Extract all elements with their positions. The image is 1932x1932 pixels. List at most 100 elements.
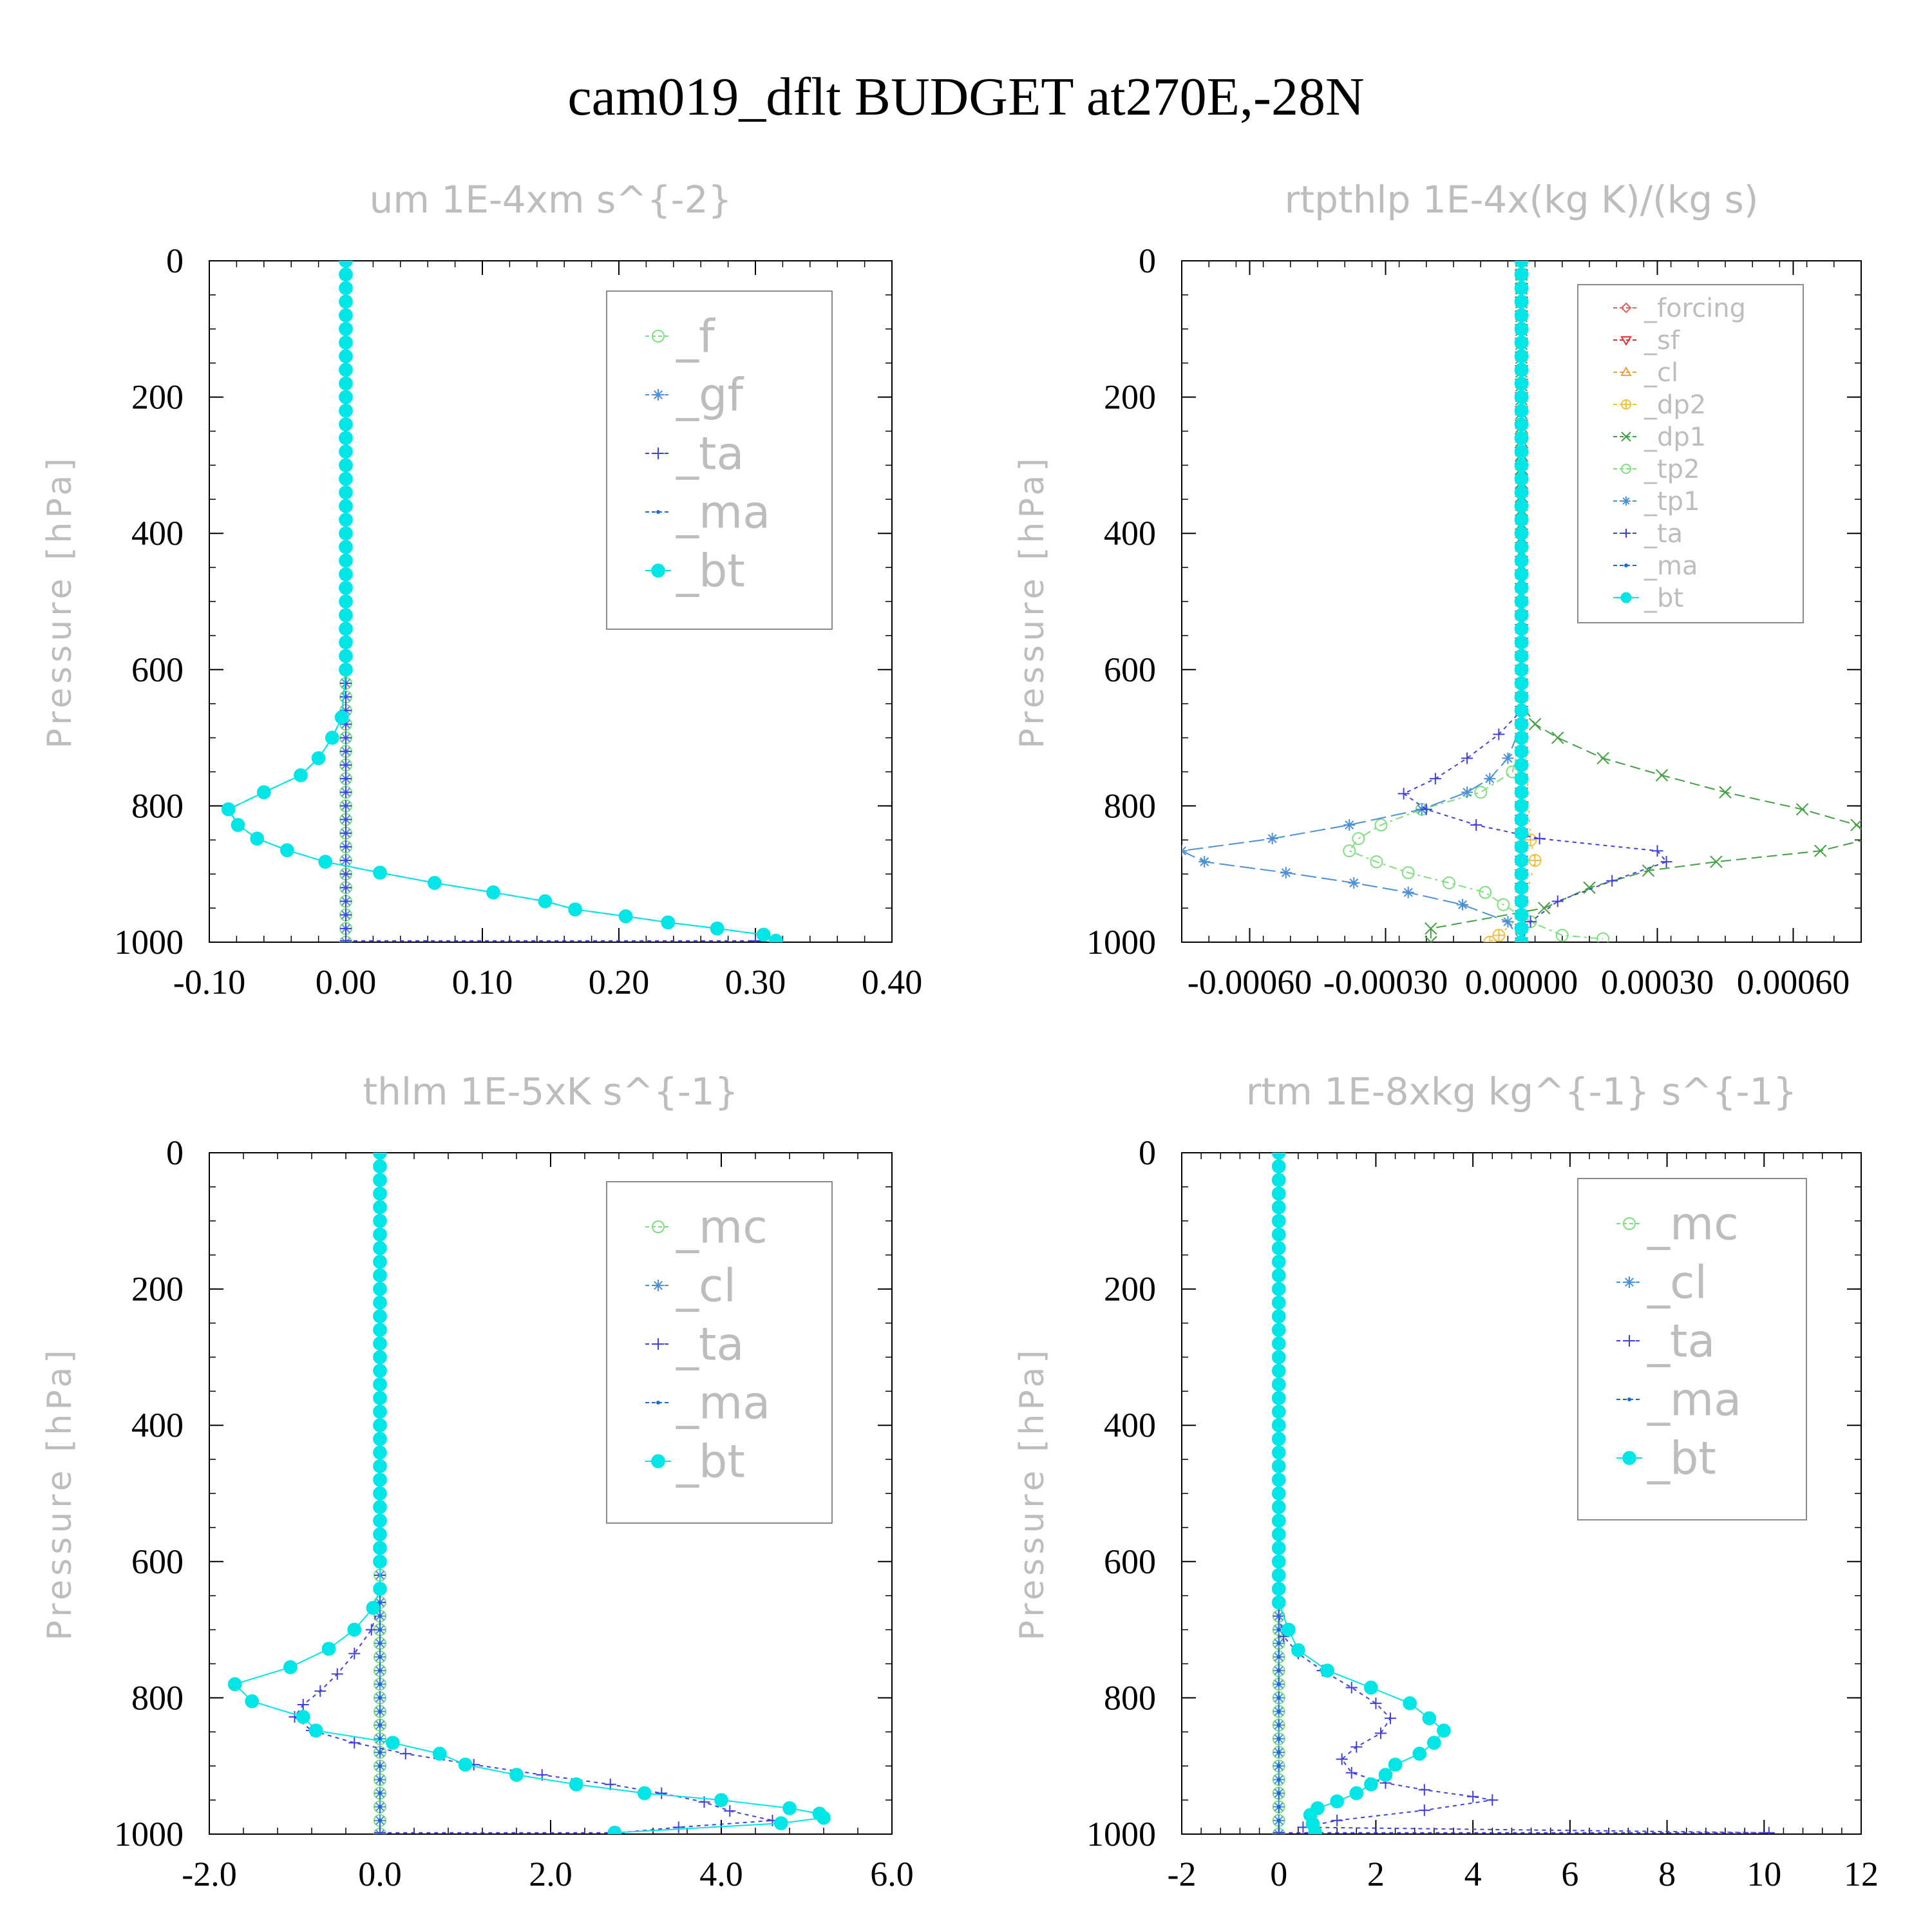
legend-marker-mc [652, 1220, 665, 1233]
y-tick-label: 600 [131, 1542, 184, 1581]
data-point-ta [348, 1647, 361, 1660]
data-point-ta [340, 855, 352, 867]
legend-item-sf: _sf [1613, 326, 1680, 355]
data-point-ta [1533, 833, 1546, 845]
data-point-bt [1427, 1736, 1441, 1750]
figure-title: cam019_dflt BUDGET at270E,-28N [567, 67, 1364, 127]
data-point-bt [250, 831, 265, 846]
y-axis-label: Pressure [hPa] [41, 455, 79, 749]
y-tick-label: 200 [1104, 1270, 1156, 1309]
data-point-bt [373, 1336, 387, 1351]
chart-panels: um 1E-4xm s^{-2}Pressure [hPa]-0.10 0.00 0… [41, 178, 1879, 1893]
data-point-bt [1514, 308, 1529, 323]
data-point-bt [296, 1710, 310, 1724]
data-point-ta [1345, 1681, 1358, 1694]
data-point-dp1 [1719, 786, 1732, 799]
data-point-bt [373, 1241, 387, 1255]
data-point-bt [1271, 1432, 1286, 1446]
data-point-dp2 [1524, 833, 1537, 847]
data-point-bt [339, 458, 353, 473]
legend-item-ta: _ta [645, 1318, 744, 1371]
legend-marker-tp1 [1622, 497, 1631, 506]
data-point-bt [339, 513, 353, 527]
x-tick-label: 0.40 [862, 963, 923, 1001]
data-point-bt [373, 1363, 387, 1378]
data-point-bt [1271, 1377, 1286, 1392]
data-point-bt [432, 1747, 447, 1761]
data-point-bt [1271, 1336, 1286, 1351]
data-point-bt [1271, 1459, 1286, 1473]
data-point-bt [1514, 281, 1529, 296]
data-point-bt [1514, 267, 1529, 282]
data-point-bt [1271, 1255, 1286, 1269]
data-point-dp2 [1528, 854, 1542, 867]
data-point-ma [378, 1818, 382, 1823]
y-axis-label: Pressure [hPa] [1013, 1347, 1052, 1641]
data-point-bt [1271, 1153, 1286, 1160]
data-point-bt [373, 1527, 387, 1542]
data-point-bt [1514, 363, 1529, 377]
data-point-bt [1514, 894, 1529, 909]
data-point-bt [311, 751, 326, 766]
data-point-bt [339, 499, 353, 513]
data-point-ta [1370, 1697, 1382, 1709]
legend-item-cl: _cl [645, 1260, 736, 1312]
legend-marker-ma [656, 510, 660, 514]
data-point-bt [1364, 1680, 1378, 1695]
data-point-bt [373, 1323, 387, 1337]
y-tick-label: 400 [1104, 1406, 1156, 1444]
y-tick-label: 800 [131, 786, 184, 825]
data-point-ma [1276, 1750, 1281, 1755]
data-point-dp1 [1795, 802, 1809, 816]
data-point-bt [661, 915, 676, 930]
data-point-bt [373, 1405, 387, 1419]
x-tick-label: 2.0 [529, 1855, 573, 1893]
data-point-bt [1514, 799, 1529, 813]
x-tick-label: 0.00000 [1465, 963, 1578, 1001]
data-point-bt [334, 710, 349, 724]
data-point-bt [1403, 1696, 1417, 1710]
data-point-ta [1385, 1712, 1397, 1725]
data-point-bt [568, 902, 583, 917]
data-point-bt [1271, 1309, 1286, 1323]
data-point-ta [399, 1748, 412, 1760]
legend-item-gf: _gf [645, 369, 744, 422]
data-point-ma [378, 1709, 382, 1714]
data-point-bt [1514, 717, 1529, 732]
data-point-bt [339, 621, 353, 636]
data-point-tp2 [1474, 786, 1488, 799]
data-point-bt [1514, 785, 1529, 800]
data-point-bt [1514, 417, 1529, 431]
legend-item-forcing: _forcing [1613, 294, 1746, 323]
data-point-bt [710, 921, 724, 936]
data-point-bt [339, 526, 353, 541]
data-point-bt [339, 417, 353, 431]
data-point-bt [339, 267, 353, 282]
legend-marker-ta [652, 448, 664, 459]
legend-marker-f [652, 330, 665, 343]
legend: _mc_cl _ta _ma _bt [1577, 1178, 1807, 1520]
data-point-bt [373, 1213, 387, 1228]
data-point-ma [1276, 1764, 1281, 1768]
x-tick-label: 0.30 [725, 963, 786, 1001]
data-point-bt [1271, 1500, 1286, 1515]
data-point-tp1 [1484, 773, 1496, 785]
legend-item-ta: _ta [645, 428, 744, 480]
legend-marker-cl [652, 1280, 664, 1291]
data-point-bt [1514, 662, 1529, 677]
data-point-tp1 [1198, 856, 1211, 868]
series-group [221, 261, 783, 942]
data-point-bt [1514, 772, 1529, 786]
data-point-bt [339, 390, 353, 404]
data-point-ma [378, 1804, 382, 1809]
legend-marker-dp2 [1621, 399, 1631, 410]
y-tick-label: 600 [131, 650, 184, 689]
x-tick-label: 4.0 [699, 1855, 743, 1893]
data-point-bt [339, 261, 353, 268]
data-point-bt [1514, 499, 1529, 513]
data-point-bt [1271, 1282, 1286, 1296]
data-point-bt [373, 1159, 387, 1174]
legend-label: _bt [1643, 583, 1683, 613]
legend-label: _ma [1643, 551, 1698, 581]
